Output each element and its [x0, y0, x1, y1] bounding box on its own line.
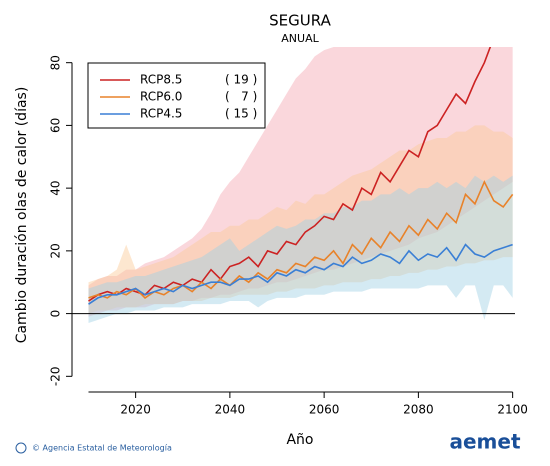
x-tick-label: 2060: [309, 403, 340, 417]
legend-box: [87, 62, 266, 129]
legend-count: ( 19 ): [225, 73, 257, 87]
y-tick-label: 20: [49, 243, 63, 258]
range-band: [88, 47, 513, 317]
legend-count: ( 15 ): [225, 107, 257, 121]
lines: [72, 47, 515, 315]
copyright-icon: [15, 442, 27, 454]
x-tick-label: 2020: [120, 403, 151, 417]
x-tick-label: 2080: [403, 403, 434, 417]
legend-label: RCP6.0: [140, 90, 182, 104]
y-tick-label: 0: [49, 310, 63, 318]
x-tick-label: 2040: [215, 403, 246, 417]
chart-subtitle: ANUAL: [281, 32, 319, 45]
y-tick-label: 40: [49, 180, 63, 195]
legend-label: RCP8.5: [140, 73, 182, 87]
legend-label: RCP4.5: [140, 107, 182, 121]
range-band: [88, 175, 513, 323]
bands: [88, 47, 513, 323]
y-tick-label: 80: [49, 55, 63, 70]
y-axis-label: Cambio duración olas de calor (días): [14, 87, 30, 344]
footer: © Agencia Estatal de Meteorología: [32, 444, 172, 453]
range-band: [88, 125, 513, 314]
y-tick-label: -20: [49, 367, 63, 387]
y-tick-label: 60: [49, 118, 63, 133]
chart-title: SEGURA: [269, 12, 331, 30]
series-line: [88, 47, 492, 302]
x-tick-label: 2100: [497, 403, 528, 417]
legend: RCP8.5 ( 19 ) RCP6.0 ( 7 ) RCP4.5 ( 15 ): [100, 73, 257, 121]
logo: aemet: [449, 430, 520, 454]
series-line: [88, 243, 513, 305]
legend-count: ( 7 ): [225, 90, 257, 104]
x-axis-label: Año: [286, 432, 313, 448]
series-line: [88, 179, 514, 299]
